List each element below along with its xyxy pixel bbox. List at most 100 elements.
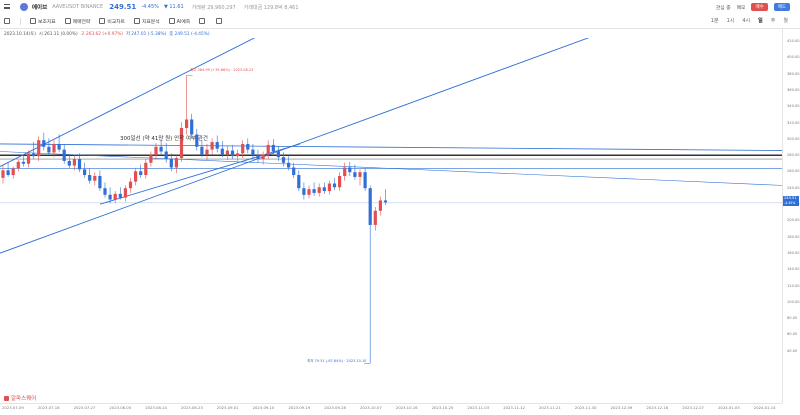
candle-body xyxy=(113,193,117,200)
price-chart[interactable] xyxy=(0,38,782,403)
x-tick-label: 2023.08.23 xyxy=(181,405,203,410)
candle-body xyxy=(32,153,36,157)
x-tick-label: 2023.10.07 xyxy=(360,405,382,410)
y-tick-label: 420.00 xyxy=(787,39,800,43)
y-tick-label: 360.00 xyxy=(787,87,800,92)
y-tick-label: 120.00 xyxy=(787,283,800,288)
strategy-button[interactable]: 매매전략 xyxy=(64,18,90,25)
analysis-button[interactable]: 지표분석 xyxy=(133,18,160,25)
ohlc-legend: 2023.10.14(토) 시 261.11 (0.00%) 고 263.62 … xyxy=(4,31,210,37)
compare-icon xyxy=(99,18,106,24)
y-tick-label: 340.00 xyxy=(787,104,800,109)
price-axis[interactable] xyxy=(782,28,800,403)
candle-body xyxy=(241,143,245,154)
period-4h[interactable]: 4시 xyxy=(742,18,751,24)
period-1m[interactable]: 1분 xyxy=(710,18,719,24)
candle-body xyxy=(302,188,306,195)
candle-body xyxy=(327,183,331,192)
indicators-button[interactable]: 보조지표 xyxy=(30,18,56,25)
candle-body xyxy=(154,146,158,156)
buy-button[interactable]: 매수 xyxy=(751,3,768,11)
candle-body xyxy=(251,149,255,156)
indicators-label: 보조지표 xyxy=(38,19,56,25)
candle-body xyxy=(21,161,25,164)
candle-body xyxy=(103,188,107,195)
toolbar-divider xyxy=(20,17,21,25)
candle-body xyxy=(312,189,316,193)
analysis-label: 지표분석 xyxy=(141,19,160,25)
asset-name: 에이브 xyxy=(32,5,48,11)
candle-body xyxy=(98,175,102,189)
analysis-icon xyxy=(133,18,140,24)
change-pct: -4.45% xyxy=(141,4,159,10)
candle-body xyxy=(42,140,46,147)
legend-open: 시 261.11 (0.00%) xyxy=(38,32,78,37)
draw-tool-button[interactable] xyxy=(4,18,12,24)
x-tick-label: 2023.09.01 xyxy=(216,405,239,410)
y-tick-label: 160.00 xyxy=(787,250,800,255)
pencil-icon xyxy=(4,18,10,24)
candle-body xyxy=(220,148,224,155)
time-axis[interactable] xyxy=(0,403,782,415)
candle-body xyxy=(317,187,321,193)
period-1h[interactable]: 1시 xyxy=(726,18,735,24)
candle-body xyxy=(139,171,143,176)
candle-body xyxy=(307,189,311,195)
x-tick-label: 2023.07.09 xyxy=(2,405,24,410)
period-selector: 1분 1시 4시 일 주 월 xyxy=(711,17,788,24)
period-week[interactable]: 주 xyxy=(770,18,776,24)
candle-body xyxy=(62,149,66,161)
legend-low: 저 247.01 (-5.38%) xyxy=(125,32,167,37)
x-tick-label: 2023.10.16 xyxy=(395,405,418,410)
camera-button[interactable] xyxy=(216,18,224,24)
layout-button[interactable] xyxy=(199,18,207,24)
candle-body xyxy=(134,171,138,182)
ai-button[interactable]: AI예측 xyxy=(168,18,190,25)
candle-body xyxy=(88,175,92,181)
brand-name: 알파스퀘어 xyxy=(11,396,37,402)
candle-body xyxy=(236,153,240,157)
trend-line-descending xyxy=(0,151,782,186)
x-tick-label: 2023.12.18 xyxy=(646,405,669,410)
x-tick-label: 2023.11.03 xyxy=(467,405,490,410)
ai-icon xyxy=(168,18,175,24)
period-month[interactable]: 월 xyxy=(783,18,788,24)
trade-value: 거래대금 129.8억 8,461 xyxy=(243,4,299,11)
period-day[interactable]: 일 xyxy=(758,18,763,24)
high-pin-label: 최고 384.99 (+35.66%) · 2023.08.23 xyxy=(190,68,254,72)
strategy-icon xyxy=(64,18,71,24)
y-tick-label: 400.00 xyxy=(787,55,800,60)
candle-body xyxy=(77,159,82,170)
candle-body xyxy=(200,146,204,155)
candle-body xyxy=(373,210,377,225)
current-price-tag: 249.51 -4.45% xyxy=(783,196,799,206)
sell-button[interactable]: 매도 xyxy=(773,3,790,11)
candle-body xyxy=(37,140,41,157)
brand-logo-icon xyxy=(4,395,9,401)
x-tick-label: 2023.11.12 xyxy=(503,405,525,410)
candle-body xyxy=(47,146,51,153)
y-tick-label: 180.00 xyxy=(787,234,800,239)
candle-body xyxy=(93,175,97,181)
candle-body xyxy=(174,158,178,168)
y-tick-label: 320.00 xyxy=(787,120,800,125)
candle-body xyxy=(215,142,219,149)
candle-body xyxy=(179,127,184,159)
compare-button[interactable]: 비교차트 xyxy=(99,18,125,25)
memo-button[interactable]: 메모 xyxy=(736,5,746,11)
candle-body xyxy=(118,193,122,198)
candle-body xyxy=(368,188,372,225)
candle-body xyxy=(190,119,194,135)
candle-body xyxy=(353,172,357,177)
top-bar: 에이브 AAVEUSDT BINANCE 249.51 -4.45% ▼ 11.… xyxy=(0,0,800,14)
y-tick-label: 40.00 xyxy=(787,348,798,353)
legend-date: 2023.10.14(토) xyxy=(4,32,36,37)
y-tick-label: 60.00 xyxy=(787,332,798,337)
candle-body xyxy=(358,172,362,177)
chart-annotation[interactable]: 300일선 (약 41만 원) 안착 여부 관건 xyxy=(120,136,208,142)
candle-body xyxy=(83,169,87,176)
watch-button[interactable]: 관심 종 xyxy=(715,5,731,11)
menu-icon[interactable] xyxy=(4,4,10,9)
y-tick-label: 100.00 xyxy=(787,299,800,304)
camera-icon xyxy=(216,18,223,24)
